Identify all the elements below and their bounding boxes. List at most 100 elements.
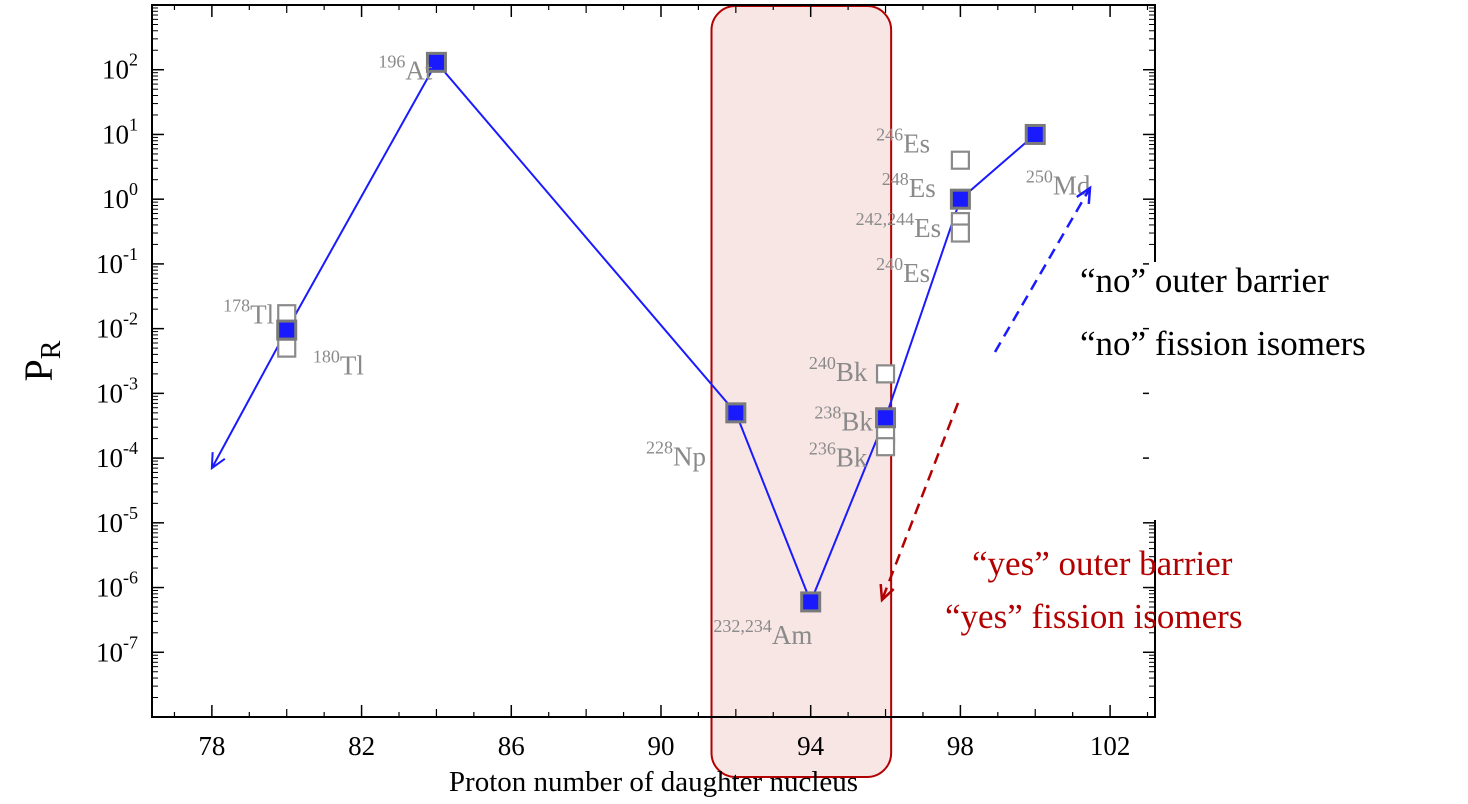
y-tick-label: 10-4 bbox=[96, 438, 138, 473]
isotope-label: 238Bk bbox=[814, 403, 873, 437]
isotope-label: 232,234Am bbox=[713, 616, 812, 650]
x-axis-title: Proton number of daughter nucleus bbox=[449, 766, 858, 798]
annotation-no-fission-isomers: “no” fission isomers bbox=[1080, 324, 1366, 363]
isotope-symbol: Es bbox=[909, 173, 936, 203]
open-marker bbox=[950, 223, 970, 243]
y-tick-label: 10-6 bbox=[96, 568, 138, 603]
red-dashed-arrow-head bbox=[879, 583, 895, 603]
filled-marker bbox=[800, 591, 822, 613]
isotope-mass: 196 bbox=[378, 52, 405, 72]
y-tick-label: 101 bbox=[102, 114, 138, 149]
y-tick-label: 10-5 bbox=[96, 503, 138, 538]
annotation-backdrop bbox=[1149, 262, 1468, 520]
isotope-mass: 180 bbox=[313, 346, 340, 366]
isotope-mass: 240 bbox=[876, 254, 903, 274]
isotope-mass: 238 bbox=[814, 403, 841, 423]
blue-dashed-arrow-head bbox=[1076, 185, 1092, 205]
isotope-symbol: Bk bbox=[836, 357, 868, 387]
y-tick-base: 10 bbox=[96, 314, 123, 344]
y-tick-base: 10 bbox=[102, 119, 129, 149]
isotope-label-layer: 196At178Tl180Tl228Np232,234Am246Es248Es2… bbox=[223, 52, 1091, 651]
y-tick-label: 10-1 bbox=[96, 244, 138, 279]
highlight-region bbox=[710, 5, 893, 778]
y-axis-title-main: P bbox=[16, 359, 61, 381]
y-tick-exponent: 0 bbox=[129, 179, 138, 199]
open-marker bbox=[875, 364, 896, 384]
filled-marker bbox=[725, 402, 747, 424]
y-tick-exponent: 2 bbox=[129, 50, 138, 70]
filled-marker bbox=[875, 407, 897, 429]
x-tick-label: 94 bbox=[797, 731, 825, 761]
y-tick-base: 10 bbox=[96, 573, 123, 603]
y-tick-label: 10-2 bbox=[96, 309, 138, 344]
isotope-mass: 178 bbox=[223, 296, 250, 316]
x-tick-label: 82 bbox=[348, 731, 375, 761]
isotope-symbol: Bk bbox=[841, 407, 873, 437]
isotope-symbol: Bk bbox=[836, 443, 868, 473]
filled-marker bbox=[276, 319, 298, 341]
isotope-symbol: Np bbox=[673, 441, 706, 471]
y-tick-base: 10 bbox=[96, 249, 123, 279]
x-tick-label: 78 bbox=[198, 731, 225, 761]
y-tick-exponent: -2 bbox=[123, 309, 138, 329]
isotope-label: 196At bbox=[378, 52, 432, 86]
isotope-label: 180Tl bbox=[313, 346, 364, 380]
axis-label-layer: Proton number of daughter nucleus PR bbox=[16, 340, 858, 798]
filled-marker bbox=[949, 188, 971, 210]
y-tick-exponent: -6 bbox=[123, 568, 138, 588]
x-tick-label: 102 bbox=[1090, 731, 1131, 761]
y-tick-label: 100 bbox=[102, 179, 138, 214]
open-marker bbox=[950, 150, 970, 170]
isotope-mass: 232,234 bbox=[713, 616, 772, 636]
y-tick-exponent: -5 bbox=[123, 503, 138, 523]
blue-dashed-arrow bbox=[993, 187, 1092, 353]
y-tick-exponent: -1 bbox=[123, 244, 138, 264]
y-tick-exponent: 1 bbox=[129, 114, 138, 134]
marker-layer bbox=[276, 51, 1046, 613]
y-tick-base: 10 bbox=[102, 55, 129, 85]
y-tick-base: 10 bbox=[96, 508, 123, 538]
y-tick-label: 102 bbox=[102, 50, 138, 85]
filled-marker bbox=[1024, 123, 1046, 145]
isotope-symbol: Es bbox=[903, 129, 930, 159]
open-marker bbox=[277, 338, 297, 358]
annotation-yes-outer-barrier: “yes” outer barrier bbox=[972, 544, 1233, 583]
isotope-label: 248Es bbox=[882, 169, 936, 203]
annotation-arrow-layer bbox=[879, 185, 1092, 603]
axis-ticks: 78 82 86 90 94 98 10210210110010-110-210-310-4… bbox=[96, 5, 1155, 761]
isotope-symbol: Am bbox=[772, 620, 813, 650]
annotation-text-layer: “no” outer barrier “no” fission isomers … bbox=[945, 261, 1366, 636]
isotope-symbol: At bbox=[405, 56, 432, 86]
y-tick-base: 10 bbox=[96, 637, 123, 667]
isotope-mass: 246 bbox=[876, 125, 903, 145]
isotope-label: 240Es bbox=[876, 254, 930, 288]
isotope-label: 178Tl bbox=[223, 296, 274, 330]
isotope-label: 240Bk bbox=[809, 353, 868, 387]
y-tick-label: 10-7 bbox=[96, 632, 138, 667]
y-tick-base: 10 bbox=[96, 443, 123, 473]
isotope-label: 236Bk bbox=[809, 439, 868, 473]
isotope-mass: 240 bbox=[809, 353, 836, 373]
annotation-yes-fission-isomers: “yes” fission isomers bbox=[945, 597, 1242, 636]
x-tick-label: 98 bbox=[947, 731, 974, 761]
y-axis-title: PR bbox=[16, 340, 67, 381]
filled-marker bbox=[425, 51, 447, 73]
isotope-mass: 250 bbox=[1026, 166, 1053, 186]
isotope-mass: 236 bbox=[809, 439, 836, 459]
open-marker bbox=[875, 437, 896, 457]
isotope-mass: 242,244 bbox=[856, 209, 915, 229]
y-tick-exponent: -3 bbox=[123, 373, 138, 393]
isotope-mass: 248 bbox=[882, 169, 909, 189]
series-arrow-head bbox=[210, 452, 226, 471]
highlight-region-layer bbox=[710, 5, 893, 778]
annotation-no-outer-barrier: “no” outer barrier bbox=[1080, 261, 1329, 300]
y-tick-label: 10-3 bbox=[96, 373, 138, 408]
series-arrow-extension bbox=[211, 329, 288, 469]
isotope-label: 242,244Es bbox=[856, 209, 942, 243]
isotope-label: 246Es bbox=[876, 125, 930, 159]
isotope-symbol: Tl bbox=[340, 350, 364, 380]
y-tick-exponent: -7 bbox=[123, 632, 138, 652]
isotope-label: 228Np bbox=[646, 437, 706, 471]
isotope-mass: 228 bbox=[646, 437, 673, 457]
